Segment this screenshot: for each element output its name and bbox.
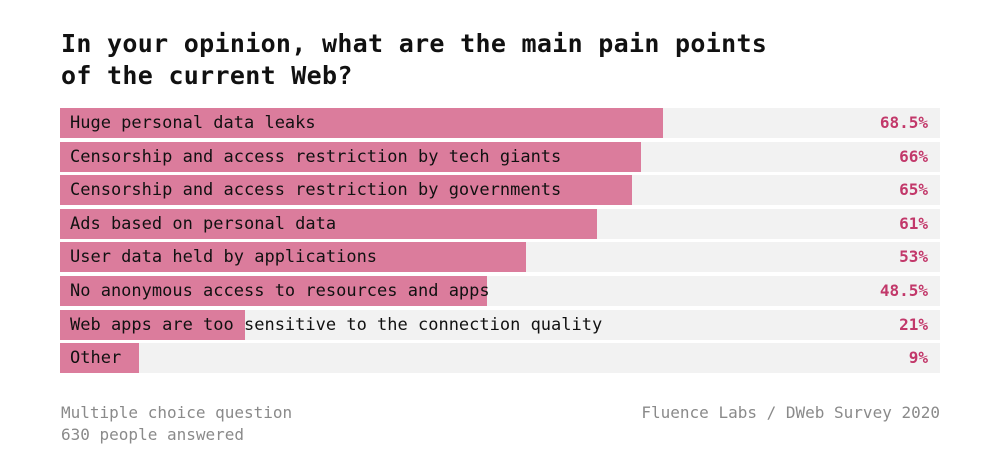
bar-label: Censorship and access restriction by tec… bbox=[70, 146, 562, 167]
bar-label: Censorship and access restriction by gov… bbox=[70, 180, 562, 201]
bar-row: User data held by applications 53% bbox=[60, 242, 940, 273]
bar-value-label: 61% bbox=[899, 213, 928, 233]
bar-value-label: 48.5% bbox=[879, 280, 928, 300]
bar-row: Huge personal data leaks 68.5% bbox=[60, 108, 940, 138]
bar bbox=[60, 108, 663, 138]
bar-value-label: 9% bbox=[908, 348, 928, 368]
bar bbox=[60, 141, 641, 172]
bar-label: Ads based on personal data bbox=[70, 213, 337, 234]
bar-row: Ads based on personal data 61% bbox=[60, 208, 940, 239]
bar-label: Huge personal data leaks bbox=[70, 113, 316, 133]
bar-row: Web apps are too sensitive to the connec… bbox=[60, 309, 940, 340]
bar-chart: Huge personal data leaks 68.5% Censorship … bbox=[60, 108, 940, 377]
bar-value-label: 68.5% bbox=[879, 113, 928, 132]
survey-source: Fluence Labs / DWeb Survey 2020 bbox=[641, 403, 940, 422]
chart-title-line-1: In your opinion, what are the main pain … bbox=[61, 29, 768, 58]
chart-title-line-2: of the current Web? bbox=[61, 61, 353, 90]
bar bbox=[60, 175, 632, 206]
bar-row: No anonymous access to resources and app… bbox=[60, 275, 940, 306]
bar-label: Other bbox=[70, 348, 122, 369]
question-type: Multiple choice question bbox=[61, 403, 293, 422]
bar-row: Censorship and access restriction by tec… bbox=[60, 141, 940, 172]
bar-value-label: 53% bbox=[899, 247, 928, 267]
bar bbox=[60, 275, 487, 306]
bar-label: User data held by applications bbox=[70, 247, 378, 268]
bar-row: Censorship and access restriction by gov… bbox=[60, 175, 940, 206]
bar bbox=[60, 309, 245, 340]
question-note: Multiple choice question 630 people answ… bbox=[61, 402, 292, 446]
bar bbox=[60, 343, 140, 374]
bar-label: No anonymous access to resources and app… bbox=[70, 280, 490, 301]
bar-value-label: 66% bbox=[899, 146, 928, 166]
bar-label: Web apps are too sensitive to the connec… bbox=[70, 314, 603, 335]
bar-row: Other 9% bbox=[60, 343, 940, 374]
bar-value-label: 65% bbox=[899, 180, 928, 200]
bar bbox=[60, 242, 527, 273]
respondent-count: 630 people answered bbox=[61, 425, 245, 444]
bar bbox=[60, 208, 597, 239]
bar-value-label: 21% bbox=[899, 314, 928, 334]
chart-title: In your opinion, what are the main pain … bbox=[61, 28, 767, 92]
